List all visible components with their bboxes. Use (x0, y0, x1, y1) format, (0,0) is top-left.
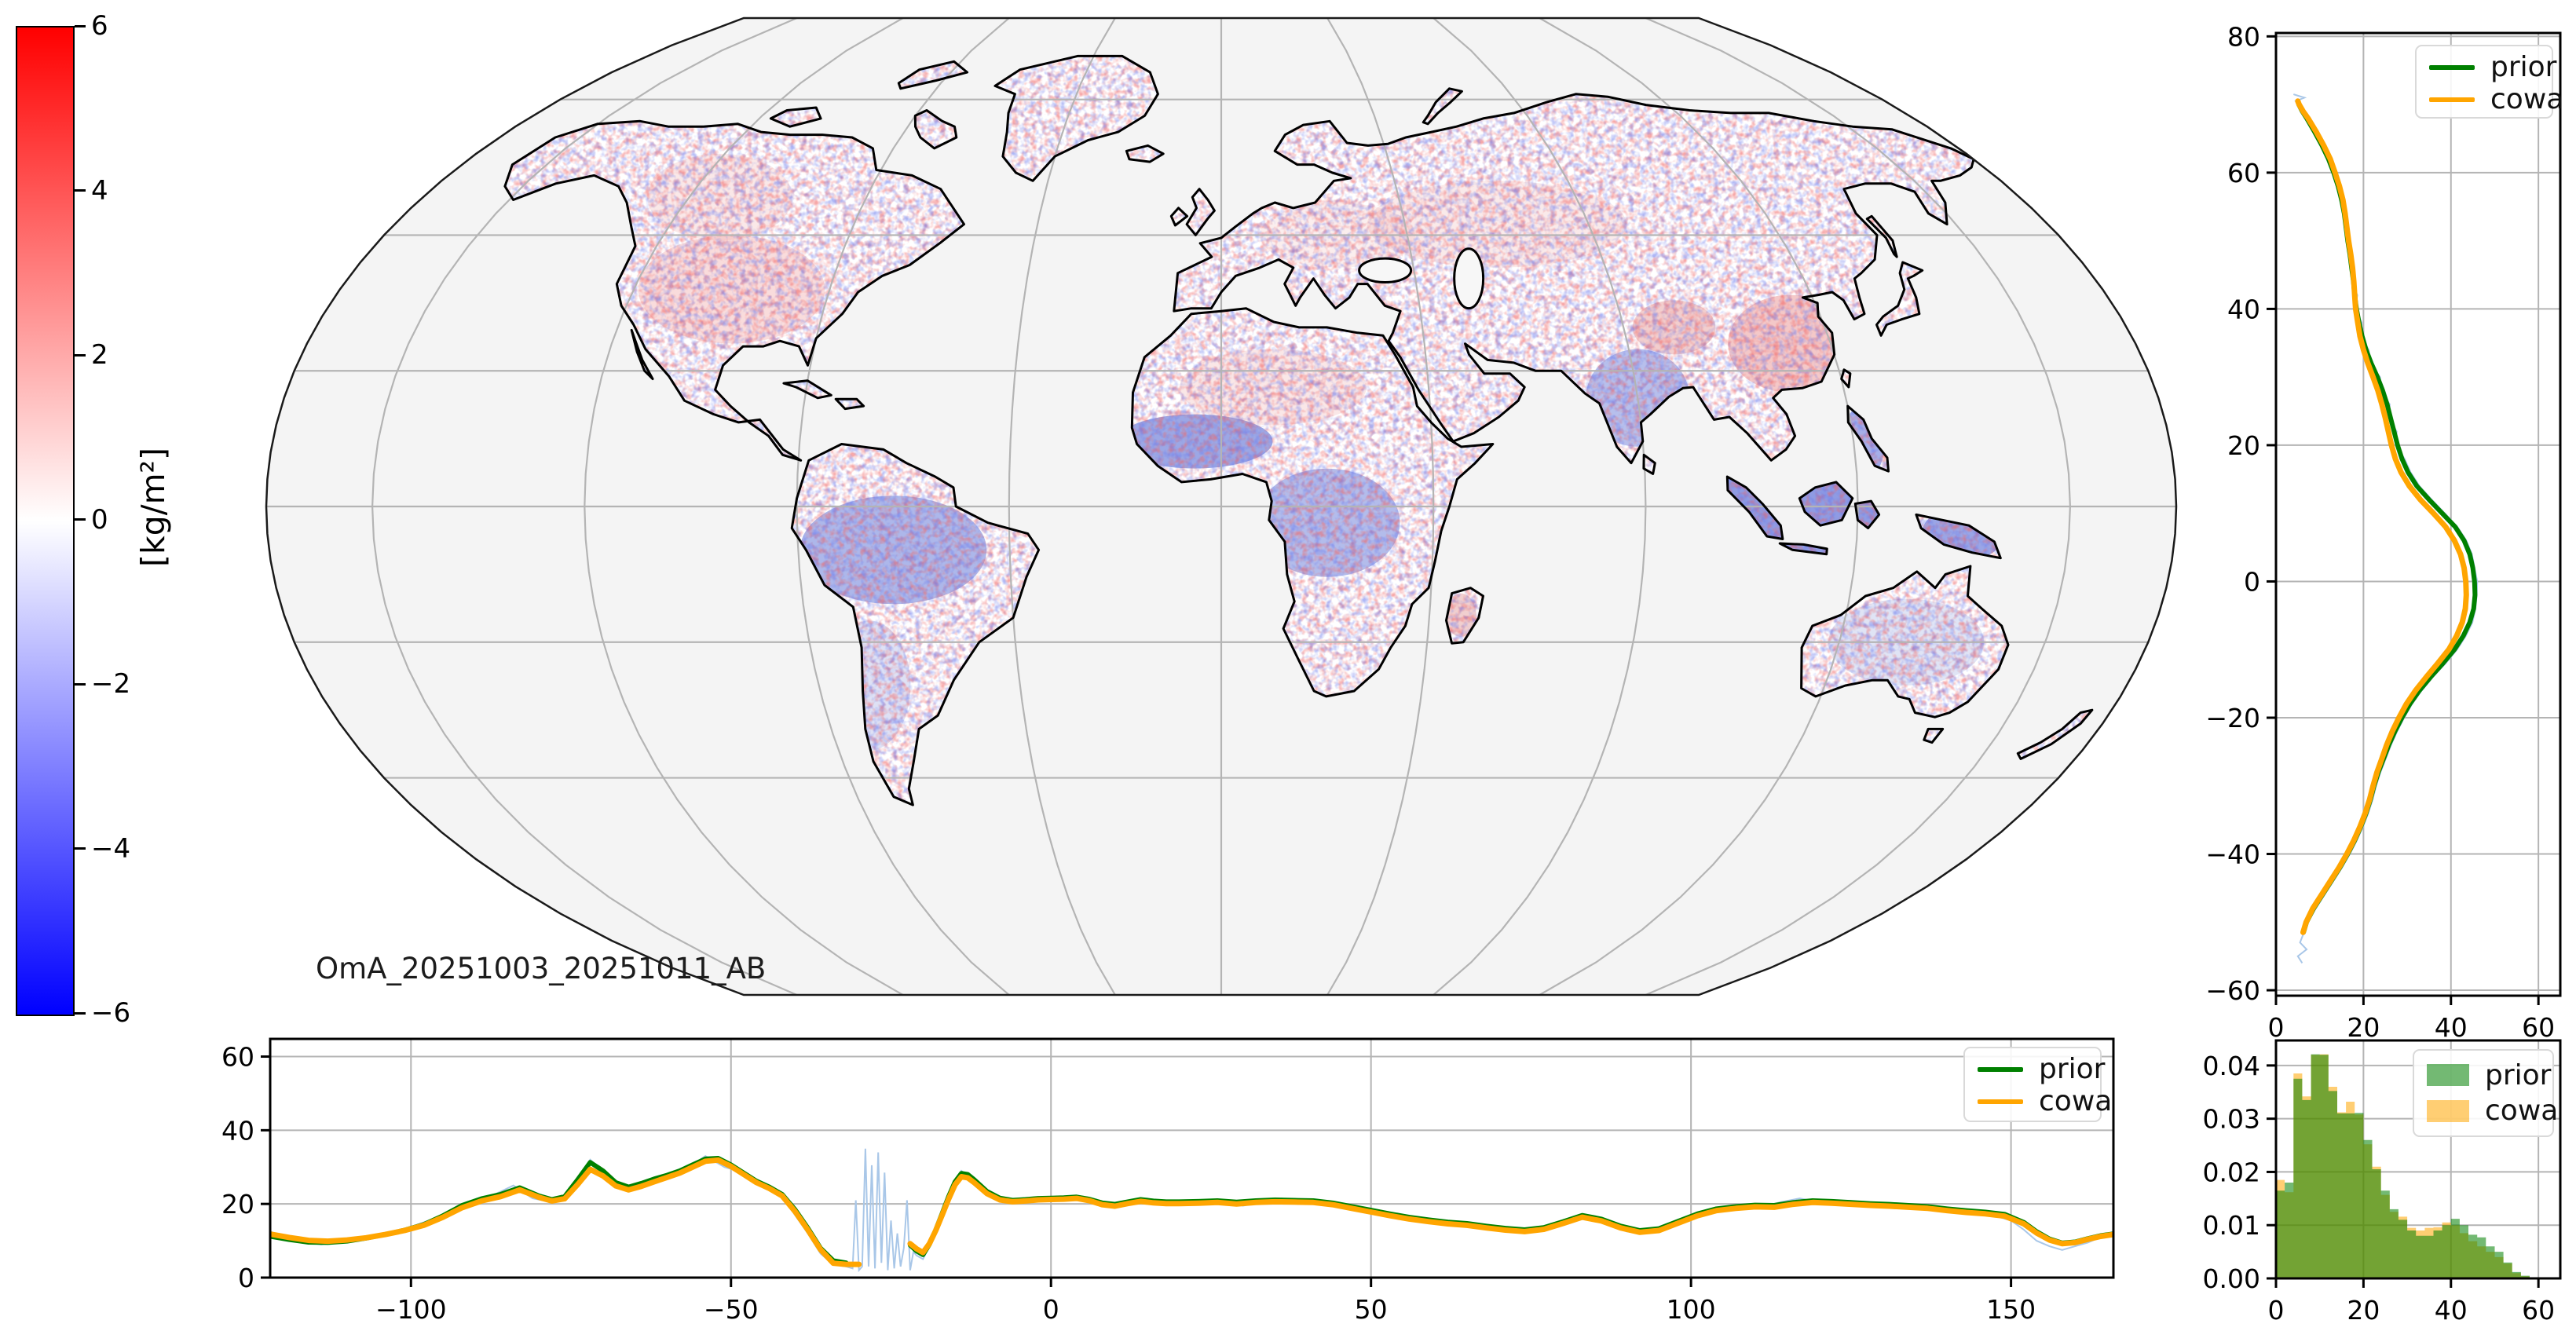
colorbar-ticklabel: −2 (91, 668, 131, 700)
prior-legend-label: prior (2039, 1053, 2106, 1085)
legend-row-cowa: cowa (2429, 83, 2563, 115)
lon-chart-legend: prior cowa (1963, 1047, 2112, 1122)
colorbar-tickmark (75, 353, 86, 357)
raw-trace (270, 1148, 2113, 1273)
colorbar-tickmark (75, 518, 86, 521)
axis-ticks: −100 −50 0 50 100 150 0 20 40 60 (221, 1042, 2036, 1325)
x-tick-label: −50 (704, 1294, 759, 1325)
y-tick-label: 0 (2244, 566, 2260, 597)
cowa-legend-label: cowa (2490, 83, 2564, 115)
cowa-line (270, 1157, 2113, 1267)
plot-area (2293, 93, 2479, 964)
y-tick-label: 0.04 (2203, 1051, 2260, 1081)
x-tick-label: 40 (2435, 1012, 2468, 1043)
colorbar-tickmark (75, 1011, 86, 1015)
x-tick-label: 50 (1355, 1294, 1388, 1325)
prior-legend-label: prior (2485, 1059, 2552, 1091)
colorbar-ticklabel: −6 (91, 997, 131, 1029)
axis-ticks: 0 20 40 60 80 60 40 20 0 −20 −40 −60 (2205, 21, 2555, 1043)
y-tick-label: 0.01 (2203, 1210, 2260, 1241)
world-map (265, 16, 2178, 996)
y-tick-label: 60 (2227, 158, 2260, 188)
legend-row-cowa: cowa (1978, 1085, 2112, 1117)
cowa-fill-swatch (2427, 1099, 2469, 1122)
prior-fill-swatch (2427, 1064, 2469, 1087)
histogram-chart: 0 20 40 60 0.00 0.01 0.02 0.03 0.04 (2203, 1039, 2562, 1326)
x-tick-label: 0 (2268, 1295, 2285, 1326)
colorbar-gradient (16, 26, 75, 1016)
map-graticule (266, 18, 2176, 995)
x-tick-label: 0 (2268, 1012, 2285, 1043)
cowa-line-swatch (2429, 97, 2475, 102)
colorbar-tickmark (75, 24, 86, 27)
y-tick-label: 60 (221, 1042, 254, 1073)
y-tick-label: −40 (2205, 839, 2260, 870)
colorbar-ticklabel: 4 (91, 174, 108, 207)
x-tick-label: 60 (2522, 1295, 2555, 1326)
y-tick-label: −60 (2205, 975, 2260, 1006)
longitude-profile-chart: −100 −50 0 50 100 150 0 20 40 60 (221, 1037, 2115, 1325)
plot-area (270, 1148, 2113, 1273)
x-tick-label: 20 (2347, 1012, 2380, 1043)
prior-line-swatch (1978, 1066, 2023, 1072)
x-tick-label: 100 (1667, 1294, 1716, 1325)
colorbar-ticklabel: −4 (91, 832, 131, 865)
x-tick-label: 60 (2522, 1012, 2555, 1043)
plot-area (2276, 1054, 2539, 1278)
latitude-profile-chart: 0 20 40 60 80 60 40 20 0 −20 −40 −60 (2205, 21, 2562, 1043)
map-annotation: OmA_20251003_20251011_AB (316, 952, 767, 985)
x-tick-label: 150 (1986, 1294, 2036, 1325)
cowa-legend-label: cowa (2039, 1085, 2113, 1117)
colorbar-tickmark (75, 682, 86, 686)
x-tick-label: 40 (2435, 1295, 2468, 1326)
cowa-legend-label: cowa (2485, 1095, 2559, 1128)
prior-line-swatch (2429, 64, 2475, 70)
prior-histogram (2276, 1054, 2539, 1278)
y-tick-label: 0.02 (2203, 1157, 2260, 1187)
cowa-line-swatch (1978, 1099, 2023, 1104)
y-tick-label: 0 (238, 1263, 254, 1293)
colorbar-ticklabel: 0 (91, 503, 108, 536)
hist-chart-legend: prior cowa (2413, 1049, 2558, 1137)
colorbar-unit-label: [kg/m²] (134, 448, 172, 567)
x-tick-label: 20 (2347, 1295, 2380, 1326)
y-tick-label: −20 (2205, 703, 2260, 733)
axes-spines (2274, 31, 2562, 997)
axes-spines (2274, 1039, 2562, 1280)
x-tick-label: 0 (1043, 1294, 1059, 1325)
y-tick-label: 20 (2227, 430, 2260, 461)
map-coastlines (503, 54, 2094, 806)
y-tick-label: 40 (2227, 294, 2260, 324)
gridlines (2275, 33, 2560, 996)
colorbar-tickmark (75, 847, 86, 850)
colorbar-tickmark (75, 189, 86, 192)
x-tick-label: −100 (375, 1294, 447, 1325)
axis-ticks: 0 20 40 60 0.00 0.01 0.02 0.03 0.04 (2203, 1051, 2556, 1326)
y-tick-label: 0.03 (2203, 1104, 2260, 1135)
legend-row-prior: prior (2429, 51, 2556, 83)
axes-spines (269, 1037, 2115, 1279)
colorbar-ticklabel: 6 (91, 10, 108, 42)
prior-line (2295, 98, 2478, 935)
colorbar-ticklabel: 2 (91, 339, 108, 371)
lat-chart-legend: prior cowa (2415, 45, 2563, 119)
map-boundary (265, 16, 2178, 996)
y-tick-label: 80 (2227, 21, 2260, 52)
legend-row-prior: prior (1978, 1053, 2105, 1085)
y-tick-label: 0.00 (2203, 1263, 2260, 1294)
prior-legend-label: prior (2490, 51, 2557, 83)
gridlines (270, 1039, 2113, 1278)
legend-row-prior: prior (2427, 1059, 2551, 1091)
cowa-line (2295, 98, 2469, 935)
legend-row-cowa: cowa (2427, 1095, 2558, 1127)
prior-line (270, 1156, 2113, 1266)
y-tick-label: 20 (221, 1189, 254, 1219)
y-tick-label: 40 (221, 1115, 254, 1146)
